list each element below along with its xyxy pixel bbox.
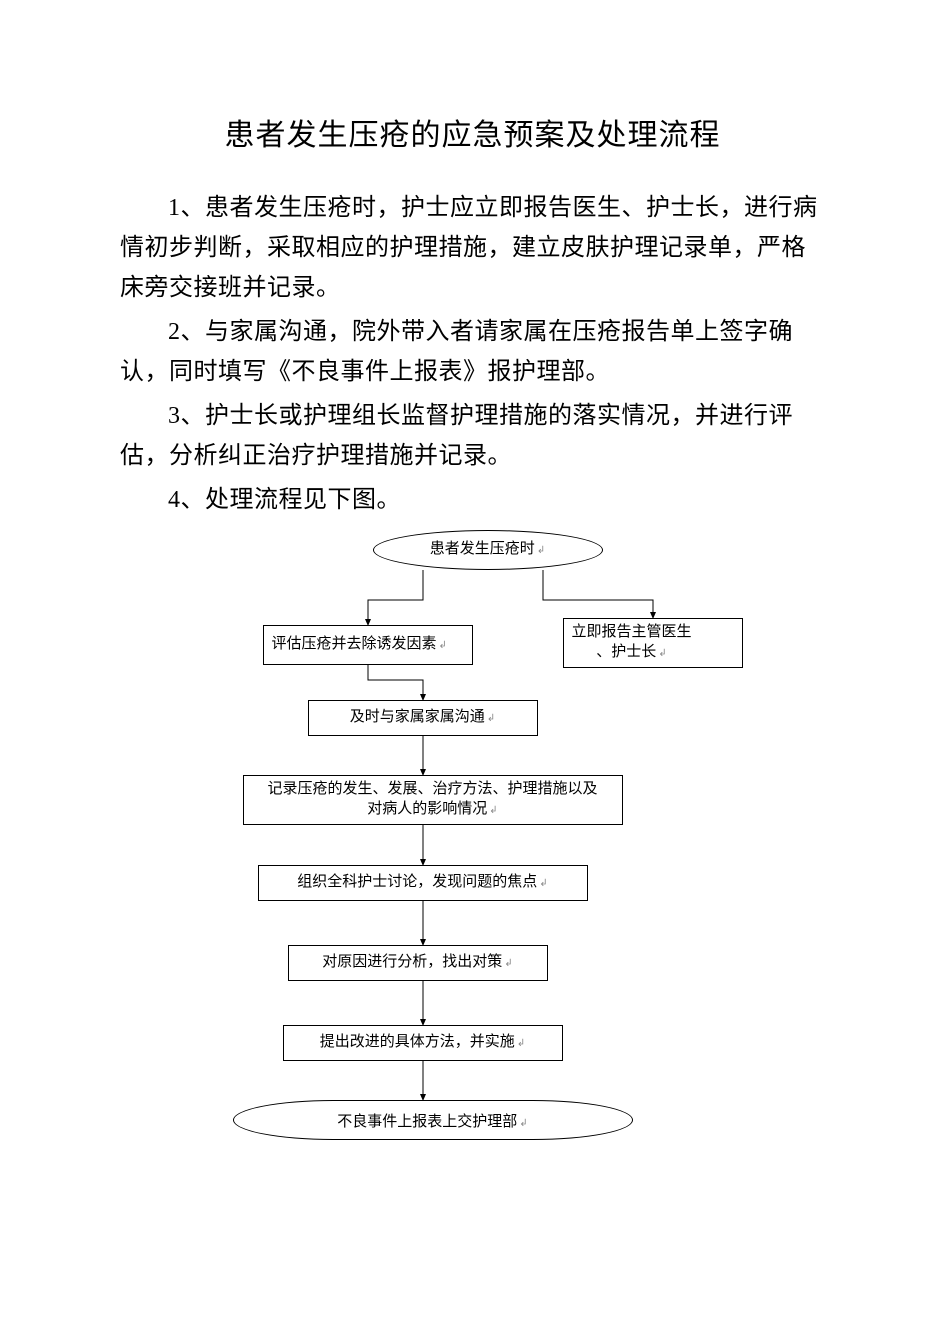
flowchart: 患者发生压疮时↲ 评估压疮并去除诱发因素↲ 立即报告主管医生、护士长↲ 及时与家属家属… [173,530,773,1180]
flow-node-analyze: 对原因进行分析，找出对策↲ [288,945,548,981]
paragraph-4: 4、处理流程见下图。 [120,480,825,520]
flow-node-submit: 不良事件上报表上交护理部↲ [233,1100,633,1140]
flow-node-report: 立即报告主管医生、护士长↲ [563,618,743,668]
flow-node-discuss: 组织全科护士讨论，发现问题的焦点↲ [258,865,588,901]
page-title: 患者发生压疮的应急预案及处理流程 [120,110,825,154]
flow-node-start: 患者发生压疮时↲ [373,530,603,570]
document-page: 患者发生压疮的应急预案及处理流程 1、患者发生压疮时，护士应立即报告医生、护士长… [0,0,945,1337]
paragraph-1: 1、患者发生压疮时，护士应立即报告医生、护士长，进行病情初步判断，采取相应的护理… [120,188,825,308]
flow-node-record: 记录压疮的发生、发展、治疗方法、护理措施以及对病人的影响情况↲ [243,775,623,825]
flow-node-comm: 及时与家属家属沟通↲ [308,700,538,736]
flow-node-assess: 评估压疮并去除诱发因素↲ [263,625,473,665]
paragraph-2: 2、与家属沟通，院外带入者请家属在压疮报告单上签字确认，同时填写《不良事件上报表… [120,312,825,392]
flow-node-improve: 提出改进的具体方法，并实施↲ [283,1025,563,1061]
paragraph-3: 3、护士长或护理组长监督护理措施的落实情况，并进行评估，分析纠正治疗护理措施并记… [120,396,825,476]
